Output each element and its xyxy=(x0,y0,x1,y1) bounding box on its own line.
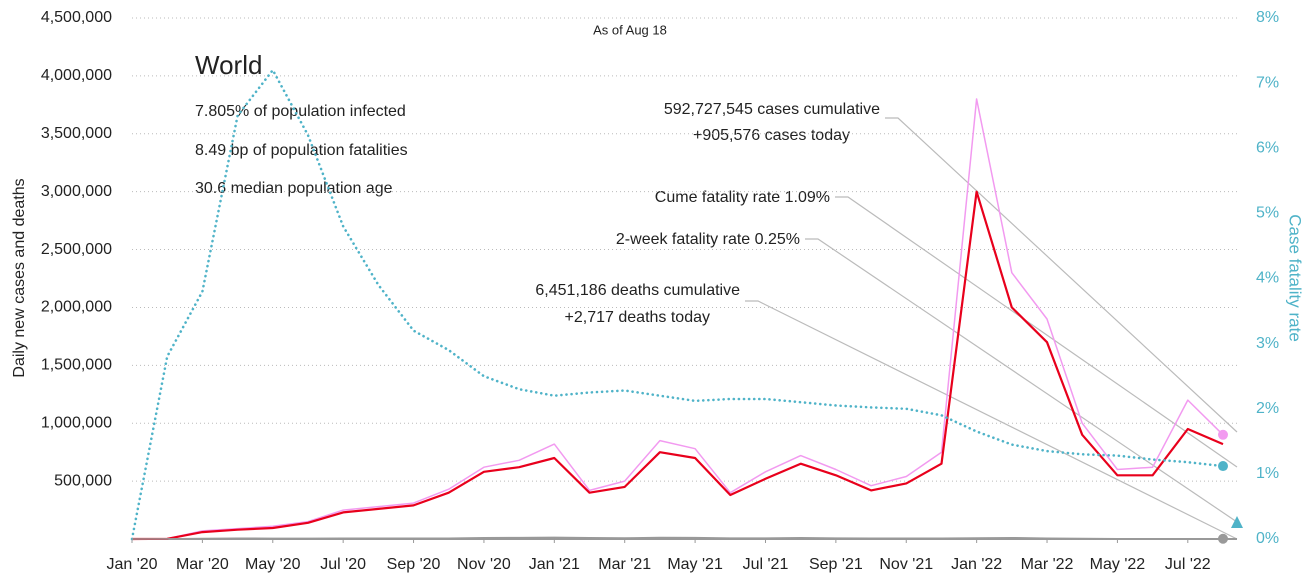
annotation: 6,451,186 deaths cumulative xyxy=(535,282,740,299)
leader-line xyxy=(805,238,1238,523)
series-line xyxy=(131,536,1223,540)
subtitle: As of Aug 18 xyxy=(593,22,667,37)
y-tick-label: 4,500,000 xyxy=(41,9,112,26)
series-line xyxy=(130,68,1225,541)
y-axis-label: Daily new cases and deaths xyxy=(11,178,28,377)
x-tick-label: Jul '22 xyxy=(1165,556,1211,573)
series-line xyxy=(131,98,1224,540)
stat: 7.805% of population infected xyxy=(195,103,406,120)
annotation: 592,727,545 cases cumulative xyxy=(664,101,880,118)
x-tick-label: Nov '20 xyxy=(457,556,511,573)
y2-axis-label: Case fatality rate xyxy=(1286,214,1305,342)
x-tick-label: Sep '21 xyxy=(809,556,863,573)
y-tick-label: 500,000 xyxy=(54,472,112,489)
y2-tick-label: 4% xyxy=(1256,270,1279,287)
y2-tick-label: 6% xyxy=(1256,139,1279,156)
x-tick-label: Nov '21 xyxy=(879,556,933,573)
y-tick-label: 4,000,000 xyxy=(41,67,112,84)
y2-tick-label: 2% xyxy=(1256,400,1279,417)
x-tick-label: May '21 xyxy=(667,556,723,573)
end-dot xyxy=(1218,429,1228,440)
stat: 30.6 median population age xyxy=(195,180,393,197)
marker xyxy=(1231,516,1243,528)
leader-lines xyxy=(745,117,1238,540)
y-tick-label: 3,500,000 xyxy=(41,125,112,142)
leader-line xyxy=(835,196,1238,468)
x-tick-label: Mar '21 xyxy=(598,556,651,573)
x-tick-label: Jan '20 xyxy=(106,556,157,573)
y2-tick-label: 3% xyxy=(1256,335,1279,352)
x-tick-label: Mar '22 xyxy=(1021,556,1074,573)
y2-tick-label: 5% xyxy=(1256,205,1279,222)
x-tick-label: May '20 xyxy=(245,556,301,573)
x-tick-label: Jan '22 xyxy=(951,556,1002,573)
y-tick-label: 2,000,000 xyxy=(41,299,112,316)
annotation: +905,576 cases today xyxy=(693,127,850,144)
y-tick-label: 1,000,000 xyxy=(41,414,112,431)
x-tick-label: May '22 xyxy=(1090,556,1146,573)
y2-tick-label: 0% xyxy=(1256,530,1279,547)
annotation: Cume fatality rate 1.09% xyxy=(655,189,830,206)
y-tick-label: 1,500,000 xyxy=(41,357,112,374)
y2-tick-label: 8% xyxy=(1256,9,1279,26)
y2-tick-label: 7% xyxy=(1256,74,1279,91)
y-tick-label: 2,500,000 xyxy=(41,241,112,258)
leader-line xyxy=(885,117,1238,433)
x-tick-label: Sep '20 xyxy=(387,556,441,573)
annotation: 2-week fatality rate 0.25% xyxy=(616,231,800,248)
y-tick-label: 3,000,000 xyxy=(41,183,112,200)
annotation: +2,717 deaths today xyxy=(565,309,710,326)
stat: 8.49 bp of population fatalities xyxy=(195,142,408,159)
x-tick-label: Jul '21 xyxy=(743,556,789,573)
x-tick-label: Jul '20 xyxy=(320,556,366,573)
y2-tick-label: 1% xyxy=(1256,465,1279,482)
end-dot xyxy=(1218,461,1228,472)
leader-line xyxy=(745,300,1238,540)
x-tick-label: Jan '21 xyxy=(529,556,580,573)
x-tick-label: Mar '20 xyxy=(176,556,229,573)
heading: World xyxy=(195,50,262,80)
series-line xyxy=(131,190,1224,541)
end-dot xyxy=(1218,533,1228,544)
